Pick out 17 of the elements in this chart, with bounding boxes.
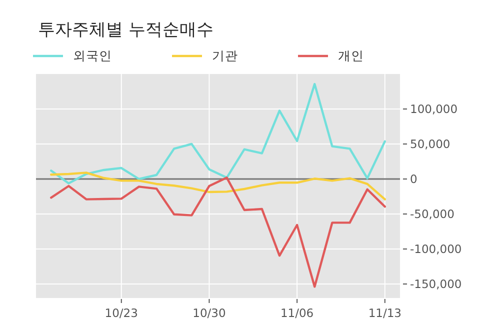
y-tick-label: 0	[410, 172, 418, 186]
x-tick-label: 10/23	[104, 306, 138, 320]
x-tick-label: 10/30	[192, 306, 226, 320]
line-series	[50, 176, 386, 288]
y-tick-label: -50,000	[410, 207, 454, 221]
line-series	[50, 172, 386, 200]
legend-label: 개인	[338, 48, 364, 63]
chart-title: 투자주체별 누적순매수	[38, 20, 214, 40]
y-tick-label: -100,000	[410, 242, 462, 256]
y-tick-label: -150,000	[410, 277, 462, 291]
y-tick-label: 100,000	[410, 102, 458, 116]
legend-label: 외국인	[73, 48, 112, 63]
legend-label: 기관	[212, 48, 238, 63]
y-tick-label: 50,000	[410, 137, 450, 151]
line-series	[50, 82, 386, 184]
x-tick-label: 11/06	[280, 306, 314, 320]
x-tick-label: 11/13	[368, 306, 402, 320]
